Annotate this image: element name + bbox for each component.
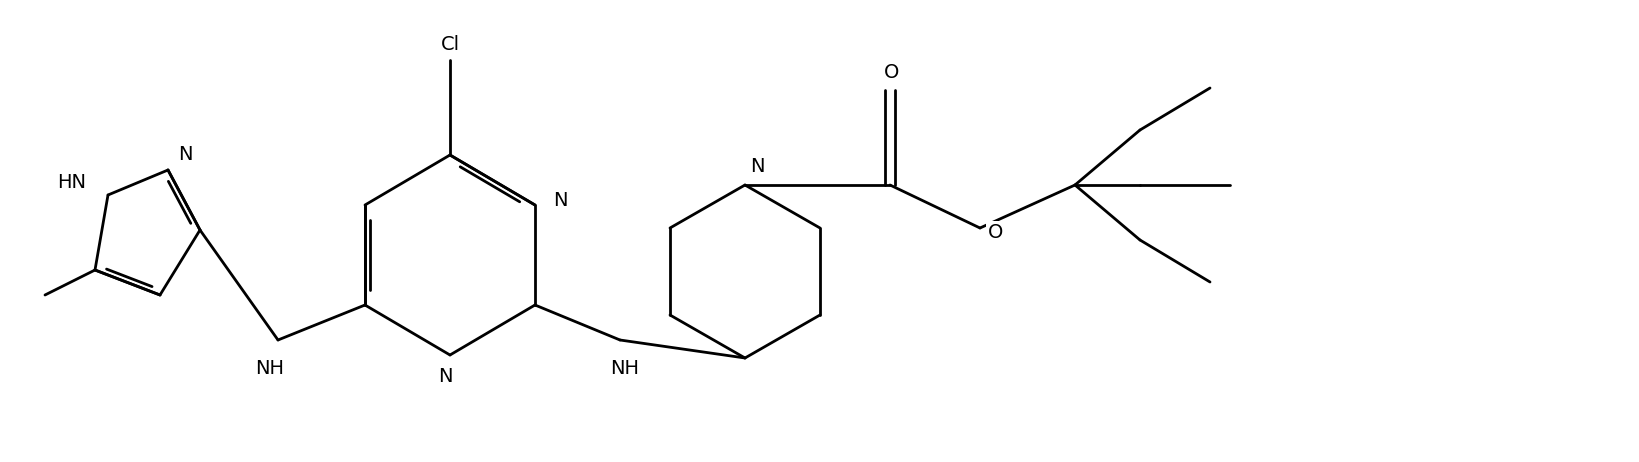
Text: N: N <box>438 367 452 387</box>
Text: N: N <box>751 158 764 176</box>
Text: N: N <box>179 146 192 164</box>
Text: N: N <box>552 190 567 209</box>
Text: NH: NH <box>610 359 639 377</box>
Text: O: O <box>988 224 1003 243</box>
Text: NH: NH <box>256 359 285 377</box>
Text: O: O <box>885 62 900 81</box>
Text: Cl: Cl <box>441 35 459 54</box>
Text: HN: HN <box>57 174 85 193</box>
